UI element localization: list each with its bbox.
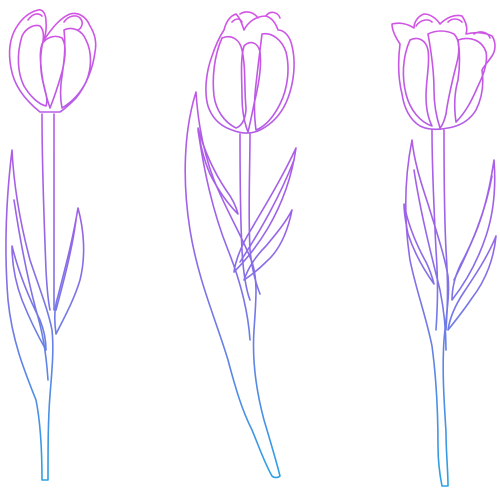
- tulip-center-leaves: [184, 91, 297, 479]
- tulip-left-stem: [41, 113, 55, 311]
- tulip-right: [391, 13, 497, 487]
- tulip-left: [5, 9, 97, 481]
- tulip-right-stem: [431, 129, 449, 331]
- tulip-left-leaves: [5, 149, 85, 481]
- tulip-center: [184, 11, 297, 479]
- tulip-center-flower: [205, 11, 295, 134]
- tulip-right-flower: [391, 13, 496, 131]
- tulip-left-flower: [8, 9, 97, 113]
- tulip-right-leaves: [403, 139, 497, 487]
